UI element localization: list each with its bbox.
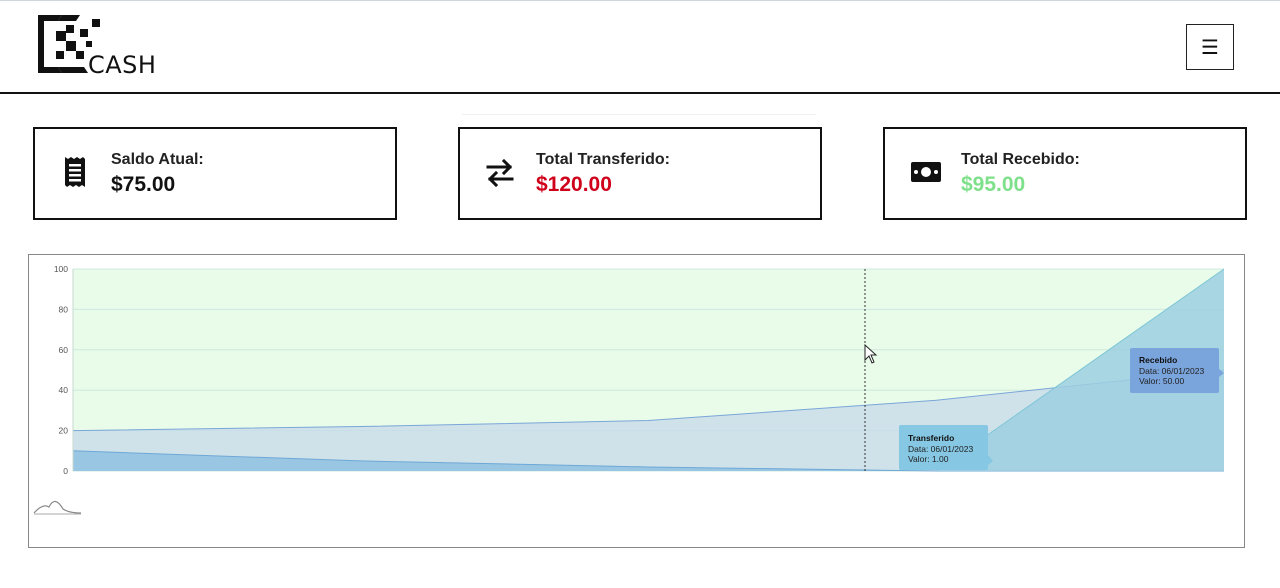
saldo-atual-card: Saldo Atual: $75.00 <box>33 127 397 220</box>
chart-container: 100 80 60 40 20 0 Transferido Data: 06/01/202… <box>28 254 1245 548</box>
card-label: Saldo Atual: <box>111 151 204 168</box>
tooltip-recebido: Recebido Data: 06/01/2023 Valor: 50.00 <box>1130 348 1224 393</box>
tooltip-transferido: Transferido Data: 06/01/2023 Valor: 1.00 <box>899 425 993 470</box>
tooltip-title: Transferido <box>908 433 954 443</box>
card-value: $75.00 <box>111 173 176 196</box>
hamburger-icon: ☰ <box>1201 36 1219 59</box>
y-tick-label: 60 <box>59 345 69 355</box>
receipt-icon <box>65 157 85 187</box>
card-label: Total Recebido: <box>961 151 1080 168</box>
y-tick-label: 20 <box>59 426 69 436</box>
tooltip-title: Recebido <box>1139 355 1177 365</box>
qr-logo-icon <box>38 15 100 73</box>
total-transferido-card: Total Transferido: $120.00 <box>458 127 822 220</box>
card-label: Total Transferido: <box>536 151 670 168</box>
cursor-icon <box>864 343 878 364</box>
tooltip-date: Data: 06/01/2023 <box>908 444 973 454</box>
chart-thumbnail-icon <box>33 500 82 514</box>
logo-text: CASH <box>88 51 157 79</box>
top-border <box>0 0 1280 1</box>
y-tick-label: 40 <box>59 385 69 395</box>
series-area-1[interactable] <box>73 450 1224 471</box>
tooltip-value: Valor: 50.00 <box>1139 376 1184 386</box>
area-chart[interactable]: 100 80 60 40 20 0 Transferido Data: 06/01/202… <box>29 255 1244 547</box>
y-tick-label: 100 <box>54 264 68 274</box>
series-line-0 <box>72 369 1225 432</box>
tooltip-date: Data: 06/01/2023 <box>1139 366 1204 376</box>
tooltip-value: Valor: 1.00 <box>908 454 949 464</box>
cash-logo[interactable]: CASH <box>36 11 157 79</box>
money-bill-icon <box>911 162 941 182</box>
total-recebido-card: Total Recebido: $95.00 <box>883 127 1247 220</box>
y-tick-label: 80 <box>59 304 69 314</box>
divider <box>462 114 816 115</box>
card-value: $120.00 <box>536 173 612 196</box>
transfer-arrows-icon <box>486 158 514 188</box>
card-value: $95.00 <box>961 173 1026 196</box>
y-tick-label: 0 <box>63 466 68 476</box>
header: CASH ☰ <box>0 1 1280 94</box>
menu-button[interactable]: ☰ <box>1186 24 1234 70</box>
